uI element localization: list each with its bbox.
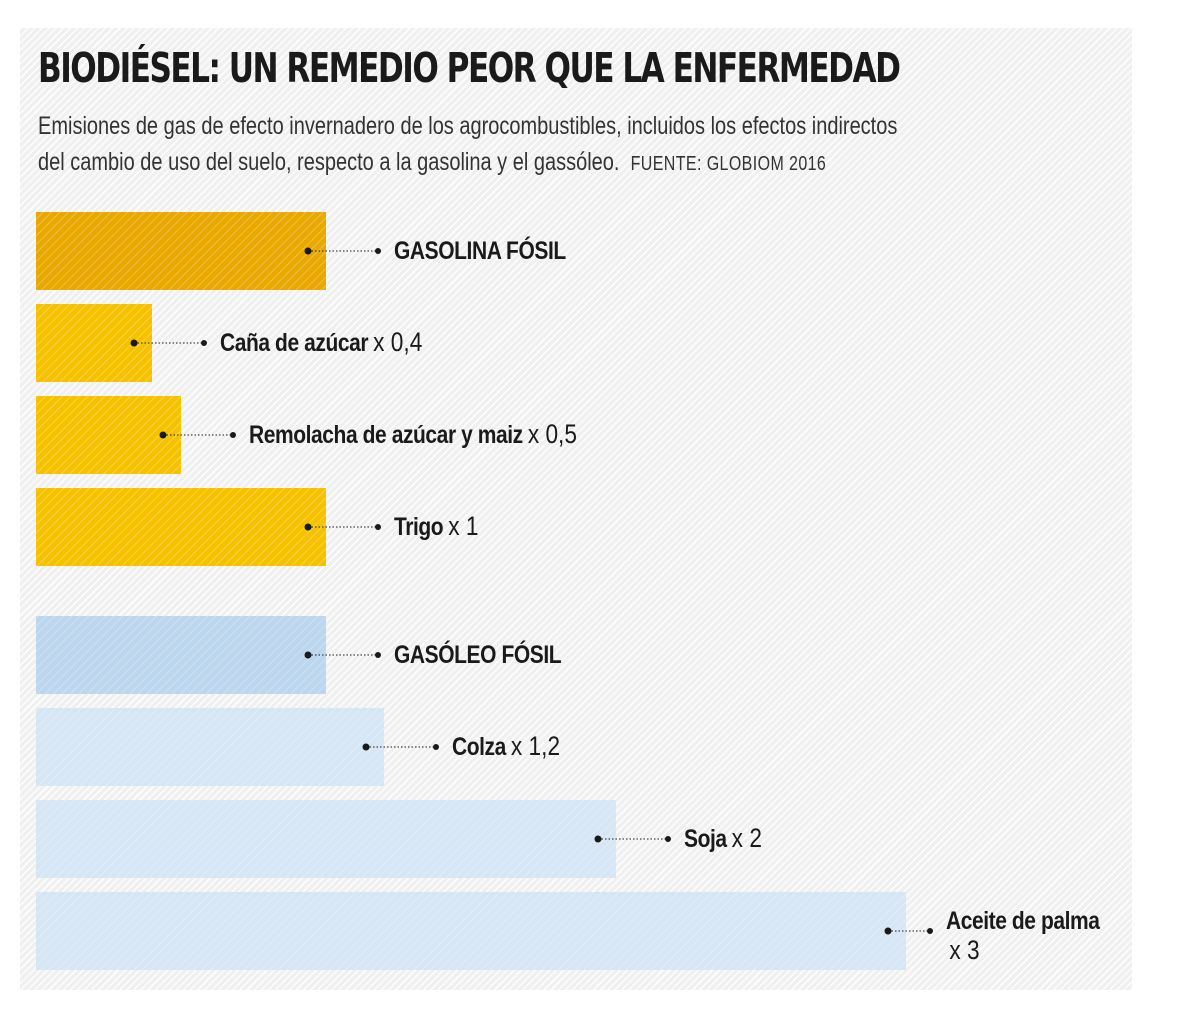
bar-texture-colza (36, 708, 384, 786)
bar-label-colza: Colza x 1,2 (452, 731, 560, 761)
source-note: FUENTE: GLOBIOM 2016 (630, 153, 827, 175)
bar-texture-soja (36, 800, 616, 878)
category-name: Aceite de palma (946, 906, 1100, 934)
bar-texture-remolacha-de-azucar-y-maiz (36, 396, 181, 474)
leader-end-gasolina-fosil (375, 248, 381, 254)
bar-label-remolacha-de-azucar-y-maiz: Remolacha de azúcar y maiz x 0,5 (249, 419, 577, 449)
chart-subtitle: Emisiones de gas de efecto invernadero d… (38, 108, 1098, 182)
bar-label-cana-de-azucar: Caña de azúcar x 0,4 (220, 327, 422, 357)
leader-end-soja (665, 836, 671, 842)
bar-texture-trigo (36, 488, 326, 566)
multiplier-label: x 0,4 (373, 327, 422, 357)
leader-end-gasoleo-fosil (375, 652, 381, 658)
bar-label-aceite-de-palma: Aceite de palma x 3 (946, 906, 1100, 965)
multiplier-label: x 0,5 (528, 419, 577, 449)
multiplier-label: x 2 (732, 823, 762, 853)
bar-texture-aceite-de-palma (36, 892, 906, 970)
bar-label-trigo: Trigo x 1 (394, 511, 479, 541)
multiplier-label: x 1 (448, 511, 478, 541)
category-name: Remolacha de azúcar y maiz (249, 420, 523, 448)
bar-texture-gasolina-fosil (36, 212, 326, 290)
multiplier-label: x 3 (949, 935, 979, 965)
bar-texture-gasoleo-fosil (36, 616, 326, 694)
bar-label-gasolina-fosil: GASOLINA FÓSIL (394, 235, 566, 264)
leader-end-cana-de-azucar (201, 340, 207, 346)
subtitle-line-1: Emisiones de gas de efecto invernadero d… (38, 112, 898, 140)
leader-end-remolacha-de-azucar-y-maiz (230, 432, 236, 438)
multiplier-label: x 1,2 (511, 731, 560, 761)
category-name: GASOLINA FÓSIL (394, 235, 566, 264)
subtitle-line-2: del cambio de uso del suelo, respecto a … (38, 148, 620, 176)
bar-label-soja: Soja x 2 (684, 823, 762, 853)
category-name: Colza (452, 732, 506, 760)
chart-title: BIODIÉSEL: UN REMEDIO PEOR QUE LA ENFERM… (38, 44, 901, 92)
leader-end-aceite-de-palma (927, 928, 933, 934)
category-name: Trigo (394, 512, 444, 540)
leader-end-trigo (375, 524, 381, 530)
category-name: Caña de azúcar (220, 328, 369, 356)
leader-end-colza (433, 744, 439, 750)
category-name: Soja (684, 824, 727, 852)
bar-label-gasoleo-fosil: GASÓLEO FÓSIL (394, 639, 561, 668)
category-name: GASÓLEO FÓSIL (394, 639, 561, 668)
